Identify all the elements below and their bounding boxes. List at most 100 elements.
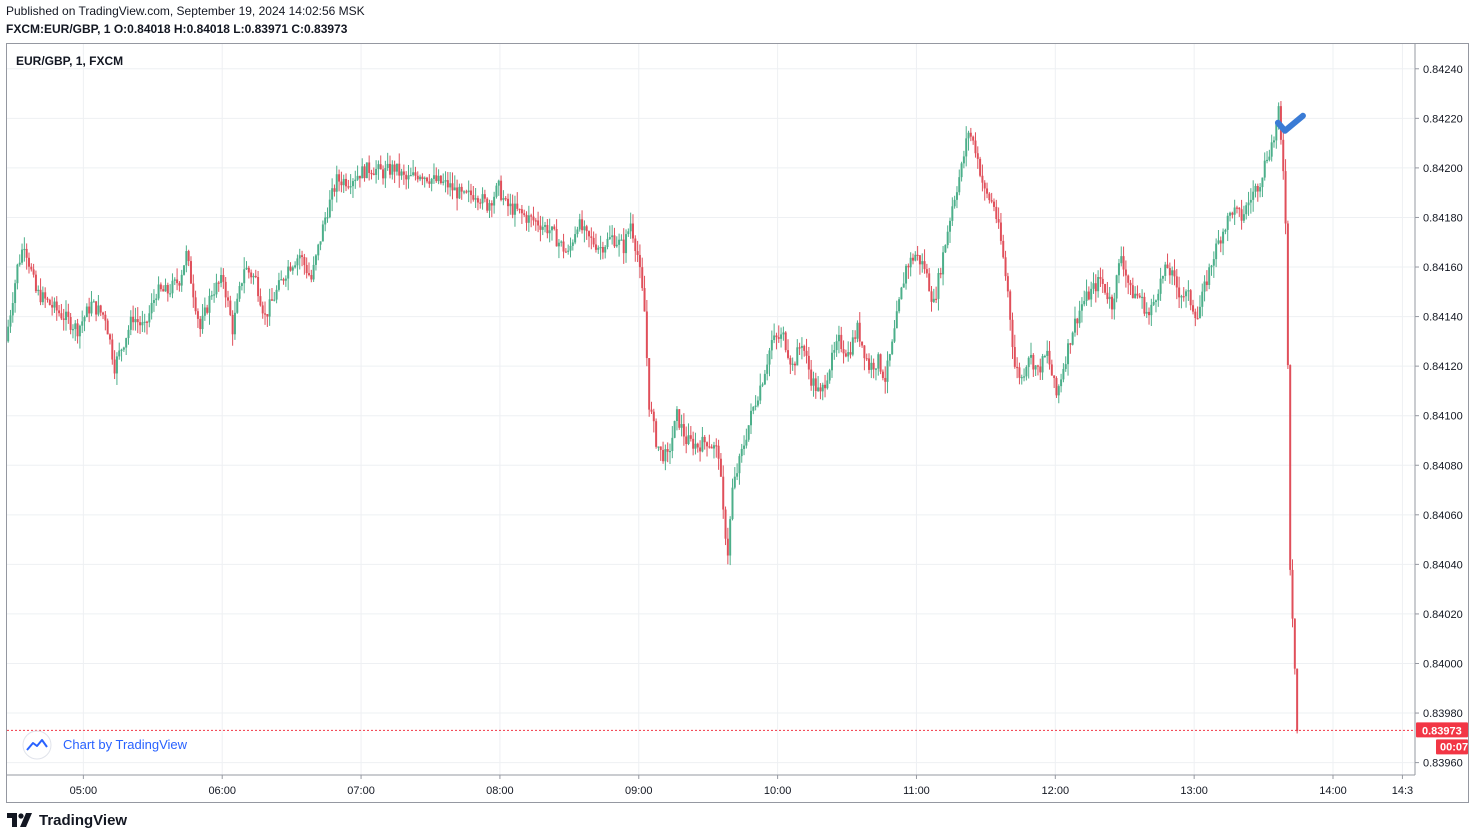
candle-body	[1191, 305, 1194, 312]
candle-body	[930, 291, 933, 302]
candle-body	[1062, 368, 1065, 380]
candle-body	[312, 264, 315, 280]
candle-body	[307, 273, 310, 276]
candle-body	[356, 175, 359, 180]
candle-body	[384, 168, 387, 179]
last-price-label: 0.83973	[1422, 725, 1462, 737]
candle-body	[169, 293, 172, 295]
candle-body	[1097, 277, 1100, 292]
candle-body	[1055, 377, 1058, 396]
candle-body	[333, 188, 336, 192]
candle-body	[608, 237, 611, 239]
candle-body	[618, 239, 621, 245]
candle-body	[1041, 356, 1044, 373]
time-tick-label: 10:00	[764, 785, 792, 797]
candle-body	[638, 254, 641, 268]
time-tick-label: 13:00	[1180, 785, 1208, 797]
candle-body	[472, 195, 475, 200]
candle-body	[1161, 275, 1164, 279]
candle-body	[513, 203, 516, 215]
candle-body	[886, 360, 889, 382]
candle-body	[442, 181, 445, 184]
candle-body	[1027, 357, 1030, 368]
candle-body	[992, 201, 995, 207]
candle-body	[118, 350, 121, 357]
candle-body	[1034, 365, 1037, 370]
candle-body	[1108, 296, 1111, 300]
candle-body	[21, 249, 24, 263]
candle-body	[1238, 207, 1241, 210]
candle-body	[1148, 311, 1151, 316]
candle-body	[911, 257, 914, 261]
candle-body	[338, 174, 341, 182]
time-axis[interactable]: 05:00 06:00 07:00 08:00 09:00 10:00 11:00 12:00…	[7, 774, 1415, 797]
symbol-interval: FXCM:EUR/GBP, 1	[6, 22, 111, 36]
candle-body	[1115, 275, 1118, 299]
candle-body	[456, 187, 459, 199]
candle-body	[777, 337, 780, 339]
candle-body	[407, 175, 410, 180]
candle-body	[1069, 343, 1072, 345]
candle-body	[782, 332, 785, 335]
candle-body	[1233, 207, 1236, 215]
candle-body	[544, 225, 547, 227]
candle-body	[1185, 291, 1188, 297]
candle-body	[662, 449, 665, 462]
watermark-text: Chart by TradingView	[63, 737, 188, 752]
checkmark-drawing[interactable]	[1274, 112, 1306, 134]
candle-body	[921, 261, 924, 265]
candle-body	[914, 254, 917, 261]
candle-body	[567, 250, 570, 252]
candle-body	[828, 370, 831, 381]
candle-body	[851, 337, 854, 355]
candle-body	[865, 358, 868, 360]
candle-body	[775, 335, 778, 338]
candle-body	[224, 281, 227, 298]
footer-brand[interactable]: TradingView	[7, 810, 127, 830]
tradingview-logo-icon	[7, 813, 32, 827]
candle-body	[1030, 354, 1033, 358]
candle-body	[821, 384, 824, 392]
candle-body	[301, 255, 304, 258]
candle-body	[631, 223, 634, 239]
candle-body	[62, 318, 65, 320]
candle-body	[789, 357, 792, 365]
tradingview-watermark[interactable]: Chart by TradingView	[22, 730, 188, 760]
candle-body	[1083, 300, 1086, 305]
candle-body	[85, 306, 88, 318]
candle-body	[74, 323, 77, 330]
candle-body	[1182, 296, 1185, 298]
price-axis[interactable]: 0.84240 0.84220 0.84200 0.84180 0.84160 0.841…	[1414, 44, 1463, 775]
candle-body	[55, 301, 58, 311]
candle-body	[314, 255, 317, 265]
candle-body	[18, 262, 21, 265]
candle-body	[1205, 281, 1208, 285]
candle-body	[402, 171, 405, 175]
candle-body	[611, 235, 614, 238]
candle-body	[287, 266, 290, 279]
candle-body	[849, 352, 852, 355]
candle-body	[826, 380, 829, 389]
candle-body	[1120, 256, 1123, 264]
candle-body	[277, 280, 280, 290]
candle-body	[1215, 243, 1218, 260]
candle-body	[935, 298, 938, 301]
candle-body	[905, 265, 908, 284]
candle-body	[102, 312, 105, 315]
candle-body	[189, 261, 192, 284]
low-value: 0.83971	[244, 22, 289, 36]
candle-body	[1101, 278, 1104, 284]
candle-body	[793, 363, 796, 366]
candle-body	[652, 411, 655, 422]
candle-body	[895, 311, 898, 329]
candle-body	[722, 476, 725, 510]
candle-body	[115, 356, 118, 374]
price-chart[interactable]: 0.84240 0.84220 0.84200 0.84180 0.84160 0.841…	[7, 44, 1468, 802]
candle-body	[203, 307, 206, 316]
candle-body	[201, 315, 204, 330]
candle-body	[458, 186, 461, 199]
chart-pane[interactable]: 0.84240 0.84220 0.84200 0.84180 0.84160 0.841…	[6, 43, 1469, 803]
candle-body	[129, 316, 132, 330]
candle-body	[1187, 290, 1190, 292]
candle-body	[569, 245, 572, 251]
